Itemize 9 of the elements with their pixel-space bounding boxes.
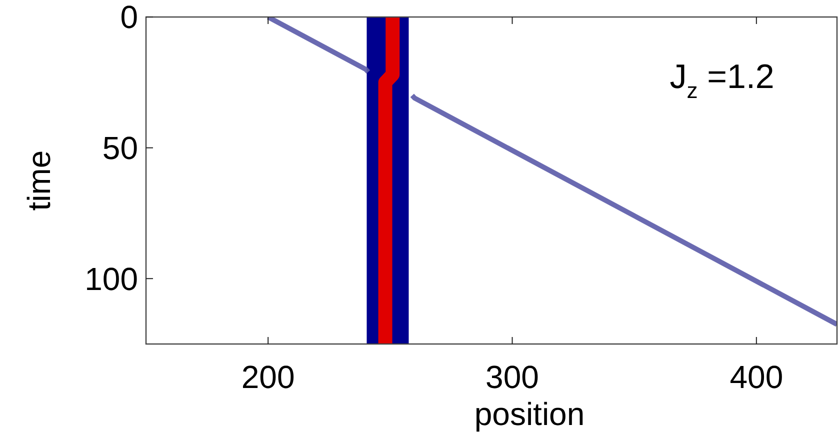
x-tick-label: 300 — [486, 359, 539, 395]
y-tick-label: 0 — [120, 0, 138, 36]
x-tick-label: 400 — [730, 359, 784, 395]
y-axis-title: time — [21, 150, 57, 211]
y-tick-label: 50 — [102, 130, 138, 166]
y-tick-label: 100 — [84, 260, 138, 297]
annotation: J$_{z}$ =1.2 — [670, 58, 774, 103]
x-axis-title: position — [474, 396, 585, 432]
x-tick-label: 200 — [241, 359, 295, 395]
